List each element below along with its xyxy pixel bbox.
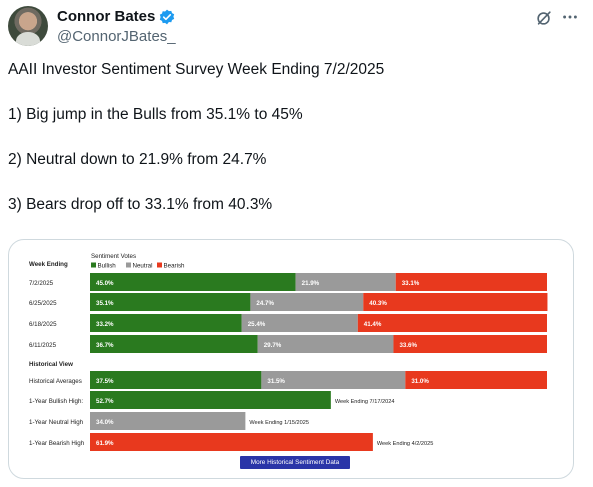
week-row-0-label: 7/2/2025 bbox=[29, 280, 54, 287]
high-row-1-note: Week Ending 1/15/2025 bbox=[249, 420, 309, 426]
week-row-1-bar-bullish bbox=[90, 293, 251, 311]
high-row-2-value: 61.9% bbox=[96, 440, 114, 447]
high-row-1-bar bbox=[90, 412, 246, 430]
grok-icon[interactable] bbox=[535, 9, 553, 27]
high-row-0-label: 1-Year Bullish High: bbox=[29, 398, 83, 405]
tweet-line-title: AAII Investor Sentiment Survey Week Endi… bbox=[8, 61, 385, 78]
high-row-1-value: 34.0% bbox=[96, 419, 114, 426]
week-row-0-bar-bearish bbox=[395, 273, 547, 291]
tweet-header: Connor Bates @ConnorJBates_ bbox=[8, 6, 585, 48]
legend-swatch-bullish bbox=[91, 262, 96, 268]
tweet-media-card[interactable]: Week Ending Sentiment Votes Bullish Neutral… bbox=[8, 239, 574, 479]
more-historical-data-button[interactable]: More Historical Sentiment Data bbox=[240, 456, 350, 469]
legend-label-bullish: Bullish bbox=[98, 262, 117, 269]
week-row-2-bar-bullish bbox=[90, 314, 242, 332]
legend-swatch-neutral bbox=[126, 262, 131, 268]
legend-label-neutral: Neutral bbox=[133, 262, 153, 269]
high-row-2-label: 1-Year Bearish High bbox=[29, 440, 85, 447]
high-row-2-note: Week Ending 4/2/2025 bbox=[377, 441, 434, 447]
high-row-0-value: 52.7% bbox=[96, 398, 114, 405]
chart-title: Sentiment Votes bbox=[91, 253, 136, 260]
week-row-1-value-bearish: 40.3% bbox=[369, 300, 387, 307]
tweet-line-bulls: 1) Big jump in the Bulls from 35.1% to 4… bbox=[8, 106, 303, 123]
week-row-3-bar-bullish bbox=[90, 335, 258, 353]
high-row-2-bar bbox=[90, 433, 373, 451]
historical-average-bar-bearish bbox=[405, 371, 547, 389]
historical-average-bar-neutral bbox=[261, 371, 406, 389]
week-row-1-value-bullish: 35.1% bbox=[96, 300, 114, 307]
historical-average-value-bearish: 31.0% bbox=[411, 378, 429, 385]
week-row-3-value-bullish: 36.7% bbox=[96, 342, 114, 349]
week-row-0-value-bullish: 45.0% bbox=[96, 280, 114, 287]
historical-average-label: Historical Averages bbox=[29, 378, 82, 385]
week-row-2-value-bullish: 33.2% bbox=[96, 321, 114, 328]
historical-average-bar-bullish bbox=[90, 371, 262, 389]
week-row-1-bar-neutral bbox=[250, 293, 364, 311]
week-ending-header: Week Ending bbox=[29, 261, 68, 268]
week-row-0-bar-bullish bbox=[90, 273, 296, 291]
author-handle[interactable]: @ConnorJBates_ bbox=[57, 28, 176, 45]
week-row-3-value-neutral: 29.7% bbox=[264, 342, 282, 349]
week-row-0-bar-neutral bbox=[295, 273, 396, 291]
legend-label-bearish: Bearish bbox=[164, 262, 186, 269]
historical-average-value-neutral: 31.5% bbox=[267, 378, 285, 385]
week-row-3-value-bearish: 33.6% bbox=[399, 342, 417, 349]
tweet-line-neutral: 2) Neutral down to 21.9% from 24.7% bbox=[8, 151, 267, 168]
week-row-2-value-neutral: 25.4% bbox=[248, 321, 266, 328]
week-row-3-bar-neutral bbox=[257, 335, 394, 353]
week-row-3-label: 6/11/2025 bbox=[29, 342, 57, 349]
avatar[interactable] bbox=[8, 6, 48, 46]
author-name[interactable]: Connor Bates bbox=[57, 8, 156, 25]
tweet-line-bears: 3) Bears drop off to 33.1% from 40.3% bbox=[8, 196, 273, 213]
sentiment-chart: Week Ending Sentiment Votes Bullish Neutral… bbox=[29, 253, 548, 451]
verified-badge-icon bbox=[160, 9, 175, 24]
week-row-3-bar-bearish bbox=[393, 335, 547, 353]
week-row-0-value-neutral: 21.9% bbox=[302, 280, 320, 287]
high-row-1-label: 1-Year Neutral High bbox=[29, 419, 84, 426]
week-row-1-value-neutral: 24.7% bbox=[256, 300, 274, 307]
week-row-0-value-bearish: 33.1% bbox=[402, 280, 420, 287]
week-row-2-value-bearish: 41.4% bbox=[364, 321, 382, 328]
week-row-1-bar-bearish bbox=[363, 293, 548, 311]
historical-average-value-bullish: 37.5% bbox=[96, 378, 114, 385]
high-row-0-note: Week Ending 7/17/2024 bbox=[335, 399, 395, 405]
tweet-text: AAII Investor Sentiment Survey Week Endi… bbox=[8, 60, 583, 240]
high-row-0-bar bbox=[90, 391, 331, 409]
historical-view-header: Historical View bbox=[29, 361, 73, 368]
week-row-2-bar-bearish bbox=[357, 314, 547, 332]
week-row-1-label: 6/25/2025 bbox=[29, 300, 57, 307]
week-row-2-label: 6/18/2025 bbox=[29, 321, 57, 328]
legend-swatch-bearish bbox=[157, 262, 162, 268]
week-row-2-bar-neutral bbox=[241, 314, 358, 332]
author-name-row: Connor Bates bbox=[57, 8, 175, 25]
more-icon[interactable] bbox=[561, 8, 579, 26]
